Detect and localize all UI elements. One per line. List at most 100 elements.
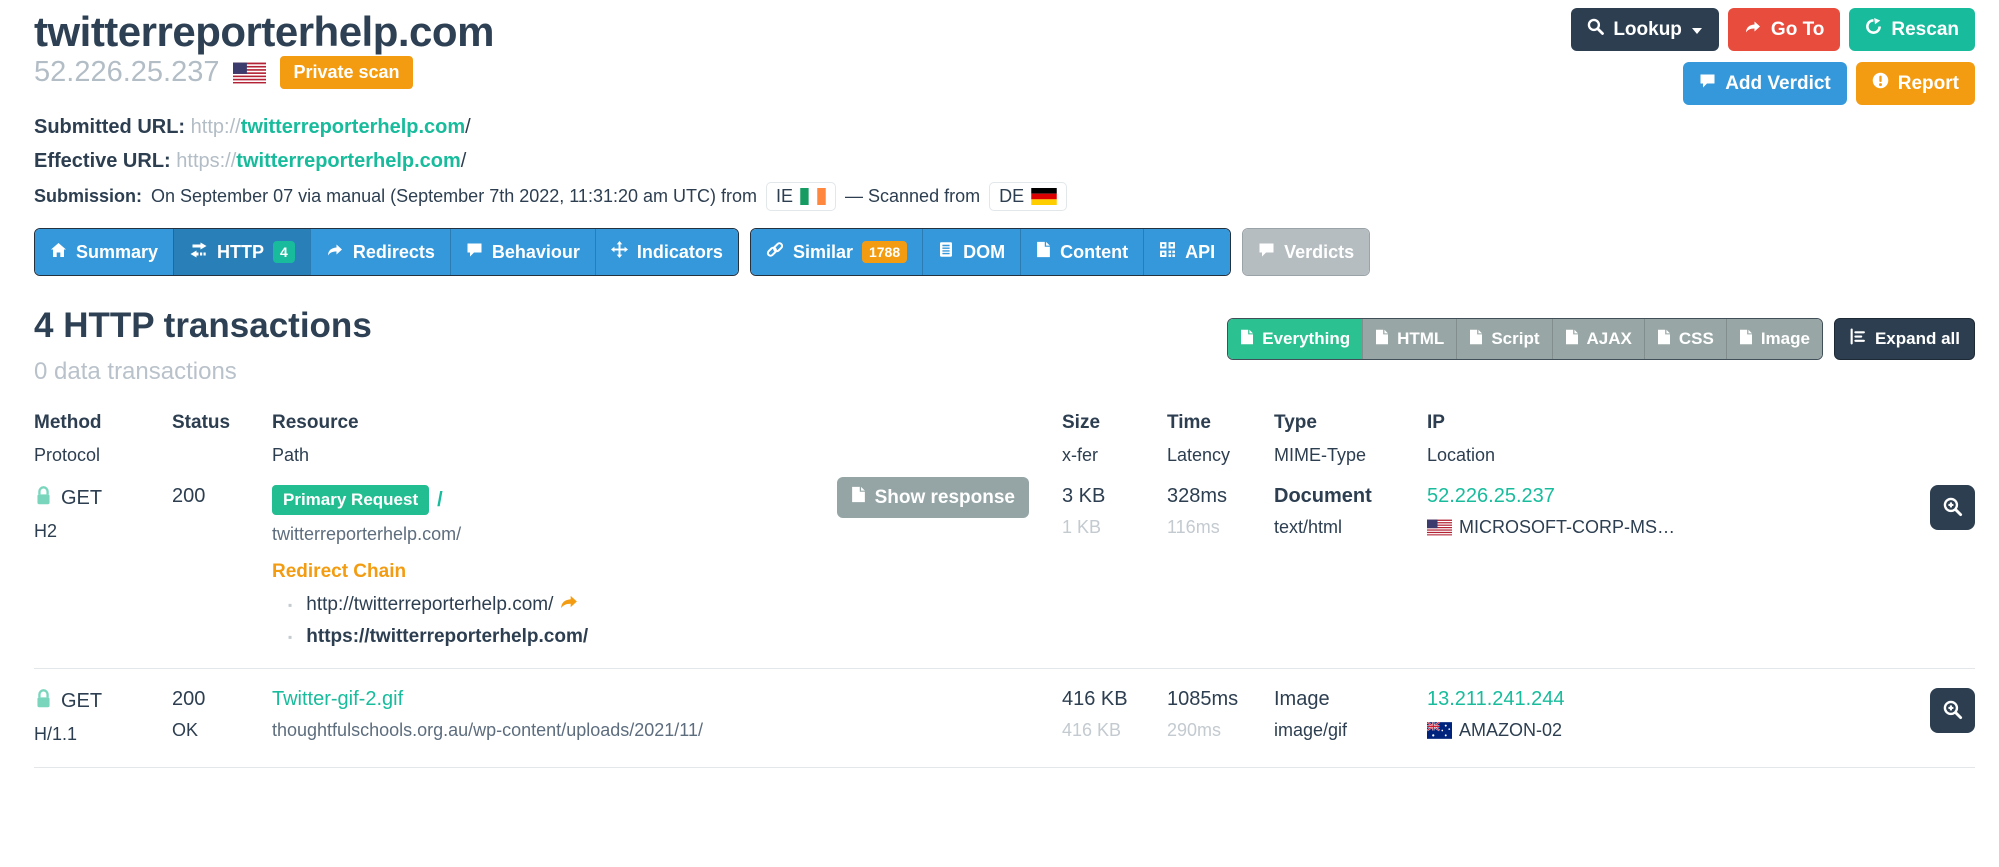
ip-link[interactable]: 52.226.25.237 bbox=[1427, 485, 1555, 507]
filter-css[interactable]: CSS bbox=[1643, 319, 1726, 359]
col-mime-label: MIME-Type bbox=[1274, 445, 1367, 465]
cell-resource: Primary Request / Show response twitterr… bbox=[272, 477, 1062, 648]
filter-script-label: Script bbox=[1491, 329, 1540, 348]
tab-summary[interactable]: Summary bbox=[35, 229, 174, 275]
cell-resource: Twitter-gif-2.gif thoughtfulschools.org.… bbox=[272, 688, 1062, 741]
transactions-title: 4 HTTP transactions bbox=[34, 306, 372, 345]
col-resource-label: Resource bbox=[272, 412, 359, 433]
tab-verdicts-label: Verdicts bbox=[1284, 241, 1355, 262]
table-bottom-divider bbox=[34, 767, 1975, 768]
filter-everything-label: Everything bbox=[1262, 329, 1351, 348]
file-icon bbox=[1036, 241, 1051, 263]
resource-link[interactable]: Twitter-gif-2.gif bbox=[272, 688, 404, 710]
effective-url-host[interactable]: twitterreporterhelp.com bbox=[236, 150, 461, 172]
scanned-country-chip: DE bbox=[989, 182, 1068, 211]
lookup-button[interactable]: Lookup bbox=[1571, 8, 1719, 51]
transaction-row-1: GET H2 200 Primary Request / Show respon… bbox=[34, 466, 1975, 668]
cell-ip: 13.211.241.244 AMAZON-02 bbox=[1426, 688, 1917, 741]
col-protocol-label: Protocol bbox=[34, 445, 101, 465]
tab-content[interactable]: Content bbox=[1020, 229, 1144, 275]
inspect-request-button[interactable] bbox=[1930, 688, 1975, 733]
ip-link[interactable]: 13.211.241.244 bbox=[1427, 688, 1565, 710]
us-flag-icon bbox=[233, 62, 267, 84]
scan-ip: 52.226.25.237 bbox=[34, 56, 220, 88]
bullet-icon: ▪ bbox=[288, 598, 293, 612]
expand-all-label: Expand all bbox=[1874, 329, 1960, 348]
filter-group: Everything HTML Script AJAX CSS bbox=[1227, 318, 1823, 360]
mime-value: image/gif bbox=[1274, 720, 1348, 740]
move-icon bbox=[610, 241, 628, 263]
tab-verdicts[interactable]: Verdicts bbox=[1243, 229, 1370, 275]
file-icon bbox=[1240, 329, 1254, 350]
link-icon bbox=[766, 241, 784, 263]
comment-icon bbox=[1258, 242, 1275, 263]
filter-script[interactable]: Script bbox=[1456, 319, 1552, 359]
rescan-button[interactable]: Rescan bbox=[1849, 8, 1975, 51]
filter-ajax-label: AJAX bbox=[1586, 329, 1632, 348]
tab-behaviour[interactable]: Behaviour bbox=[449, 229, 595, 275]
zoom-plus-icon bbox=[1942, 496, 1963, 520]
filter-ajax[interactable]: AJAX bbox=[1551, 319, 1644, 359]
latency-value: 116ms bbox=[1167, 517, 1220, 537]
tab-api[interactable]: API bbox=[1143, 229, 1231, 275]
similar-count-badge: 1788 bbox=[861, 241, 908, 263]
tab-dom-label: DOM bbox=[963, 241, 1006, 262]
col-time: Time Latency bbox=[1167, 412, 1274, 466]
expand-all-button[interactable]: Expand all bbox=[1833, 318, 1975, 360]
submitted-url-host[interactable]: twitterreporterhelp.com bbox=[240, 116, 466, 138]
cell-size: 3 KB 1 KB bbox=[1062, 485, 1167, 538]
tab-redirects[interactable]: Redirects bbox=[309, 229, 450, 275]
share-arrow-icon bbox=[1744, 19, 1762, 41]
file-icon bbox=[851, 486, 866, 509]
tab-indicators[interactable]: Indicators bbox=[594, 229, 738, 275]
time-value: 328ms bbox=[1167, 485, 1228, 507]
tab-indicators-label: Indicators bbox=[636, 241, 723, 262]
submission-label: Submission: bbox=[34, 186, 143, 206]
data-transactions-subtitle: 0 data transactions bbox=[34, 358, 237, 385]
refresh-icon bbox=[1865, 18, 1882, 41]
file-icon bbox=[1657, 329, 1671, 350]
table-header: Method Protocol Status Resource Path Siz… bbox=[34, 412, 1975, 466]
col-xfer-label: x-fer bbox=[1062, 445, 1098, 465]
filters-bar: Everything HTML Script AJAX CSS bbox=[1227, 318, 1975, 360]
redirect-chain-list: ▪ http://twitterreporterhelp.com/ ▪ http… bbox=[288, 593, 1062, 648]
exchange-icon bbox=[189, 242, 208, 263]
latency-value: 290ms bbox=[1167, 720, 1222, 740]
type-value: Document bbox=[1274, 485, 1372, 507]
effective-url-path: / bbox=[460, 150, 467, 172]
type-value: Image bbox=[1274, 688, 1330, 710]
show-response-button[interactable]: Show response bbox=[836, 477, 1029, 518]
tab-summary-label: Summary bbox=[76, 241, 159, 262]
go-to-button[interactable]: Go To bbox=[1727, 8, 1841, 51]
submission-country-code: IE bbox=[776, 186, 794, 206]
col-location-label: Location bbox=[1427, 445, 1496, 465]
transactions-titles: 4 HTTP transactions 0 data transactions bbox=[34, 306, 372, 386]
bullet-icon: ▪ bbox=[288, 630, 293, 644]
effective-url-label: Effective URL: bbox=[34, 150, 171, 172]
report-button[interactable]: Report bbox=[1855, 62, 1975, 105]
file-icon bbox=[1565, 329, 1579, 350]
zoom-plus-icon bbox=[1942, 699, 1963, 723]
inspect-request-button[interactable] bbox=[1930, 485, 1975, 530]
tab-similar[interactable]: Similar 1788 bbox=[750, 229, 923, 275]
header-left: twitterreporterhelp.com 52.226.25.237 Pr… bbox=[34, 8, 494, 89]
tab-api-label: API bbox=[1185, 241, 1216, 262]
lock-icon bbox=[34, 485, 53, 512]
tab-http[interactable]: HTTP 4 bbox=[173, 229, 310, 275]
resource-link[interactable]: / bbox=[437, 488, 443, 511]
xfer-value: 1 KB bbox=[1062, 517, 1102, 537]
tab-http-label: HTTP bbox=[217, 241, 265, 262]
tab-group-secondary: Similar 1788 DOM Content API bbox=[749, 228, 1232, 276]
show-response-label: Show response bbox=[874, 486, 1015, 508]
tab-group-verdicts: Verdicts bbox=[1242, 228, 1371, 276]
filter-image[interactable]: Image bbox=[1725, 319, 1822, 359]
cell-status: 200 bbox=[172, 485, 272, 508]
de-flag-icon bbox=[1031, 188, 1057, 205]
filter-everything[interactable]: Everything bbox=[1228, 319, 1363, 359]
filter-html[interactable]: HTML bbox=[1362, 319, 1457, 359]
submitted-url-label: Submitted URL: bbox=[34, 116, 186, 138]
tab-dom[interactable]: DOM bbox=[922, 229, 1021, 275]
add-verdict-button[interactable]: Add Verdict bbox=[1683, 62, 1847, 105]
us-flag-icon bbox=[1427, 519, 1452, 536]
actions-row-2: Add Verdict Report bbox=[1683, 62, 1975, 105]
